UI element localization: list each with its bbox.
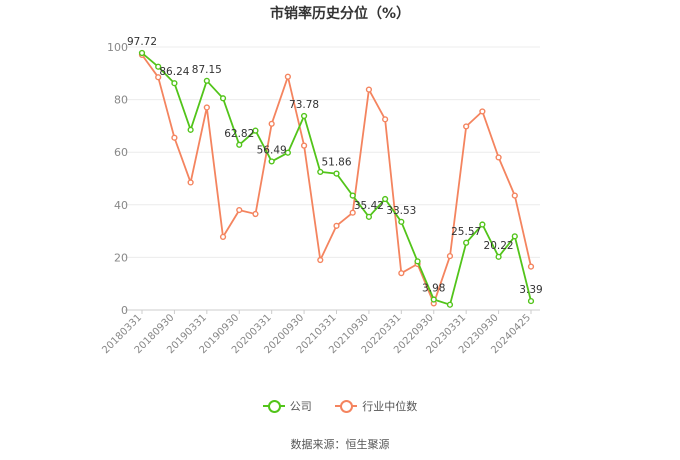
series-line-0 [141,52,532,306]
series-point-0 [203,77,210,84]
legend-item-industry-median[interactable]: 行业中位数 [335,398,417,414]
series-point-0 [252,127,259,134]
series-point-0 [219,95,227,102]
series-point-0 [333,170,340,177]
data-label: 20.22 [484,240,514,252]
series-point-1 [268,120,275,127]
y-tick-label: 60 [114,146,128,159]
legend-label-industry-median: 行业中位数 [362,400,418,413]
series-point-0 [236,141,243,148]
series-point-1 [398,270,405,277]
series-point-0 [527,297,535,305]
legend-label-company: 公司 [289,400,312,413]
data-label: 35.42 [354,200,384,212]
series-point-1 [300,142,308,149]
series-layer [138,49,535,308]
series-point-0 [382,195,389,203]
series-point-0 [268,158,275,165]
series-point-1 [527,263,535,270]
series-point-1 [171,134,178,141]
series-point-1 [349,209,356,216]
legend: 公司 行业中位数 [0,398,680,415]
series-line-1 [141,54,532,305]
series-point-0 [155,63,162,70]
data-label: 62.82 [224,128,254,140]
series-point-0 [495,253,502,260]
y-tick-label: 20 [114,251,128,264]
series-point-0 [317,168,324,176]
data-label: 87.15 [192,64,222,76]
y-tick-label: 100 [107,41,128,54]
series-point-0 [463,239,470,246]
series-point-1 [155,74,162,81]
data-label: 97.72 [127,36,157,48]
y-tick-label: 80 [114,94,128,107]
series-point-1 [219,233,227,240]
series-point-1 [317,256,324,264]
series-point-0 [300,112,308,120]
series-point-0 [171,80,178,87]
series-point-0 [479,221,486,228]
series-point-1 [236,206,243,214]
series-point-1 [446,252,454,260]
series-point-1 [365,86,373,93]
legend-swatch-company [262,400,285,413]
data-label: 56.49 [257,144,287,156]
data-label: 86.24 [159,66,189,78]
source-note: 数据来源：恒生聚源 [290,438,390,451]
series-point-0 [430,296,437,303]
series-point-1 [511,192,518,199]
y-tick-label: 40 [114,199,128,212]
data-label: 3.98 [422,283,445,295]
series-point-1 [284,73,291,80]
series-point-1 [203,104,210,111]
data-label: 33.53 [386,205,416,217]
data-label: 51.86 [321,157,351,169]
series-point-0 [138,49,146,57]
series-point-0 [187,126,194,133]
series-point-0 [398,218,405,225]
series-point-0 [414,258,421,265]
series-point-1 [187,179,194,186]
series-point-0 [349,192,356,199]
legend-swatch-industry-median [335,400,358,413]
grid [125,46,540,311]
data-label: 25.57 [451,226,481,238]
series-point-0 [365,213,373,220]
series-point-0 [284,149,291,156]
series-point-1 [479,108,486,115]
series-point-0 [511,233,518,240]
series-point-1 [333,222,340,229]
legend-item-company[interactable]: 公司 [262,398,312,414]
series-point-1 [252,210,259,218]
chart-title: 市销率历史分位（%） [269,6,411,22]
series-point-0 [446,301,454,308]
axes: 0204060801002018033120180930201903312019… [100,41,533,356]
data-label: 73.78 [289,99,319,111]
y-tick-label: 0 [121,304,128,317]
series-point-1 [495,154,502,161]
data-label: 3.39 [519,284,542,296]
series-point-1 [382,116,389,123]
series-point-1 [463,123,470,130]
